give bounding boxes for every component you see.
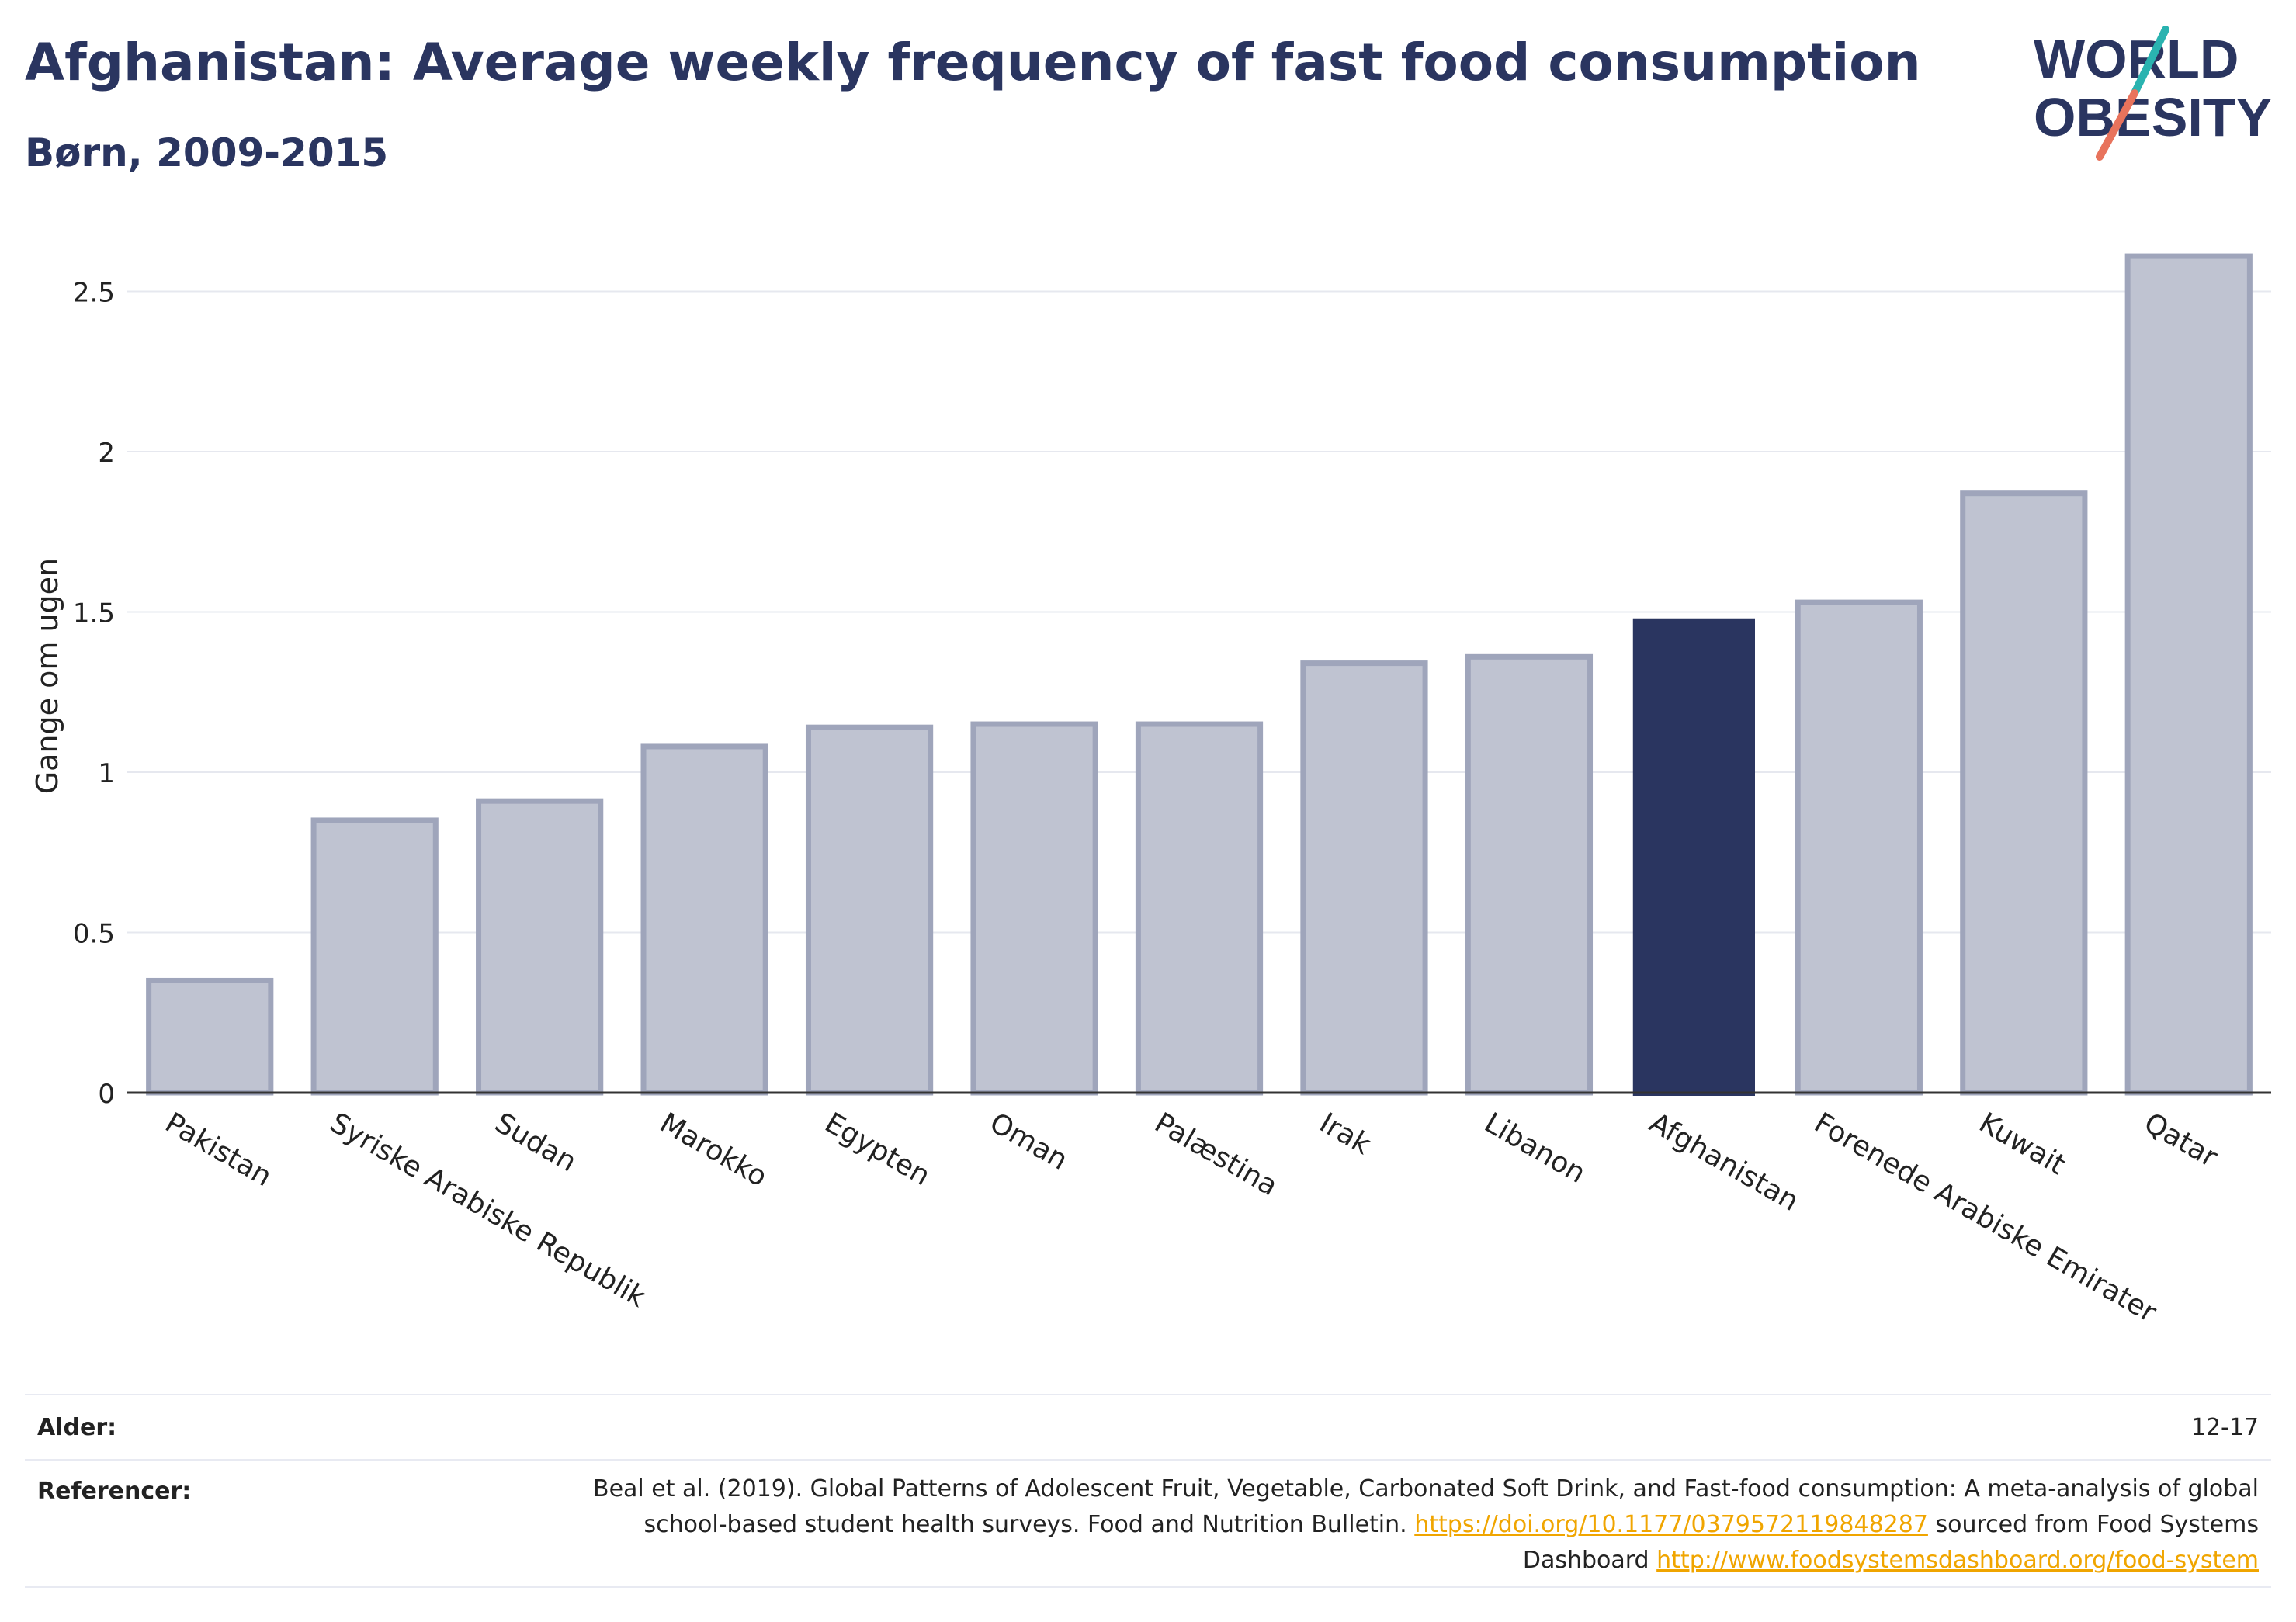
world-obesity-logo: WORLD OBESITY: [2034, 26, 2272, 161]
bar-pakistan: [146, 977, 274, 1096]
age-label: Alder:: [37, 1414, 117, 1441]
chart-subtitle: Børn, 2009-2015: [25, 130, 389, 175]
bar-sudan: [476, 798, 604, 1096]
bar-layer: [146, 253, 2253, 1096]
bar-chart: 0 0.5 1 1.5 2 2.5 Gange om ugen Pakistan Syriske…: [30, 253, 2271, 1329]
y-tick-label: 2: [98, 438, 115, 469]
x-tick-label: Afghanistan: [1644, 1107, 1804, 1218]
footer-divider-top: [25, 1394, 2271, 1395]
bar-syriske-arabiske-republik: [310, 817, 439, 1096]
y-tick-label: 1: [98, 758, 115, 789]
bar-oman: [970, 721, 1098, 1096]
reference-citation: Beal et al. (2019). Global Patterns of A…: [592, 1475, 2259, 1538]
reference-dashboard-link[interactable]: http://www.foodsystemsdashboard.org/food…: [1656, 1547, 2259, 1574]
reference-doi-link[interactable]: https://doi.org/10.1177/0379572119848287: [1414, 1511, 1928, 1538]
logo-text-obesity: OBESITY: [2034, 87, 2272, 147]
bar-irak: [1300, 660, 1428, 1096]
x-tick-label: Marokko: [654, 1107, 772, 1193]
y-tick-label: 2.5: [73, 278, 115, 309]
x-tick-label: Sudan: [490, 1107, 582, 1178]
y-tick-label: 0: [98, 1079, 115, 1110]
age-value: 12-17: [2190, 1414, 2259, 1441]
bar-palæstina: [1135, 721, 1264, 1096]
bar-qatar: [2124, 253, 2253, 1096]
x-tick-label: Syriske Arabiske Republik: [324, 1107, 651, 1314]
logo-slash-coral: [2096, 89, 2138, 161]
bar-forenede-arabiske-emirater: [1795, 599, 1923, 1096]
y-tick-label: 0.5: [73, 919, 115, 950]
logo-text-world: WORLD: [2034, 29, 2239, 89]
x-tick-label: Irak: [1314, 1107, 1376, 1161]
x-tick-label: Libanon: [1479, 1107, 1590, 1190]
footer-divider-bottom: [25, 1586, 2271, 1588]
x-tick-label: Egypten: [820, 1107, 935, 1192]
x-tick-label: Pakistan: [160, 1107, 277, 1193]
x-tick-label: Oman: [984, 1107, 1073, 1177]
footer-references-row: Referencer: Beal et al. (2019). Global P…: [25, 1462, 2271, 1586]
x-tick-label: Kuwait: [1974, 1107, 2071, 1181]
reference-source: sourced from Food Systems Dashboard: [1522, 1511, 2259, 1574]
bar-marokko: [640, 743, 768, 1096]
y-tick-label: 1.5: [73, 598, 115, 629]
bar-kuwait: [1960, 490, 2088, 1096]
references-text: Beal et al. (2019). Global Patterns of A…: [551, 1471, 2259, 1579]
references-label: Referencer:: [37, 1478, 192, 1505]
x-tick-label: Qatar: [2138, 1107, 2222, 1173]
x-tick-label: Palæstina: [1150, 1107, 1283, 1202]
logo-slash-teal: [2131, 26, 2169, 97]
bar-egypten: [805, 724, 934, 1096]
footer-age-row: Alder: 12-17: [25, 1397, 2271, 1459]
y-axis-label: Gange om ugen: [30, 558, 64, 794]
chart-title: Afghanistan: Average weekly frequency of…: [25, 33, 1921, 92]
bar-afghanistan: [1632, 618, 1755, 1096]
bar-libanon: [1465, 653, 1594, 1096]
footer-divider-middle: [25, 1459, 2271, 1461]
